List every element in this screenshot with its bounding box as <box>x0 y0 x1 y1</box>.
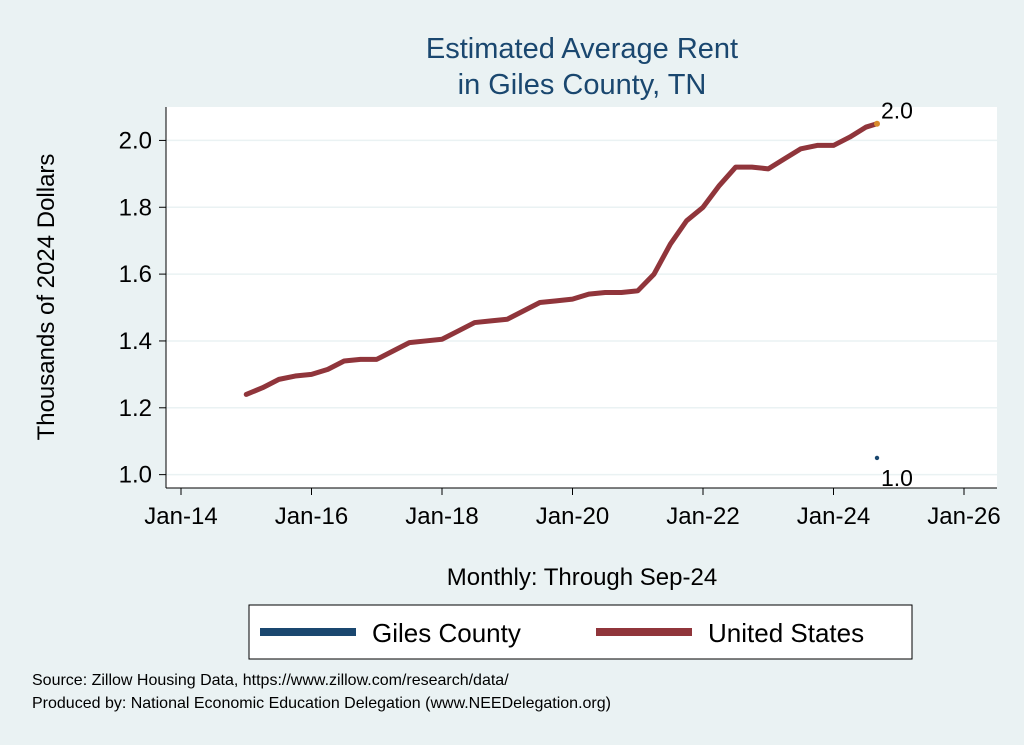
x-tick-label: Jan-26 <box>927 503 1000 530</box>
x-tick-label: Jan-18 <box>405 503 478 530</box>
y-axis-ticks: 1.0 1.2 1.4 1.6 1.8 2.0 <box>119 127 166 489</box>
y-tick-label: 1.0 <box>119 462 152 489</box>
legend-box <box>248 604 913 660</box>
legend-label-united-states: United States <box>708 618 864 648</box>
x-tick-label: Jan-22 <box>666 503 739 530</box>
x-tick-label: Jan-20 <box>536 503 609 530</box>
chart-title-line-2: in Giles County, TN <box>458 69 707 101</box>
x-axis-title: Monthly: Through Sep-24 <box>447 564 717 591</box>
y-tick-label: 1.2 <box>119 395 152 422</box>
legend-label-giles-county: Giles County <box>372 618 521 648</box>
end-labels: 1.0 2.0 <box>881 98 913 491</box>
produced-by-note: Produced by: National Economic Education… <box>32 695 611 712</box>
y-tick-label: 1.8 <box>119 194 152 221</box>
y-tick-label: 2.0 <box>119 127 152 154</box>
x-tick-label: Jan-16 <box>275 503 348 530</box>
source-note: Source: Zillow Housing Data, https://www… <box>32 672 509 689</box>
series-end-point-giles-county <box>874 455 880 461</box>
x-axis-ticks: Jan-14 Jan-16 Jan-18 Jan-20 Jan-22 Jan-24 Jan-… <box>144 488 1001 530</box>
x-tick-label: Jan-14 <box>144 503 217 530</box>
end-label-giles-county: 1.0 <box>881 465 913 491</box>
y-tick-label: 1.4 <box>119 328 152 355</box>
gridlines <box>166 139 997 476</box>
series-line-united-states <box>243 121 880 397</box>
end-label-united-states: 2.0 <box>881 98 913 124</box>
x-tick-label: Jan-24 <box>797 503 870 530</box>
series-end-point-united-states <box>874 120 880 127</box>
series-lines <box>243 120 880 461</box>
chart-title-line-1: Estimated Average Rent <box>426 33 738 65</box>
y-axis-title: Thousands of 2024 Dollars <box>33 154 60 441</box>
y-tick-label: 1.6 <box>119 261 152 288</box>
